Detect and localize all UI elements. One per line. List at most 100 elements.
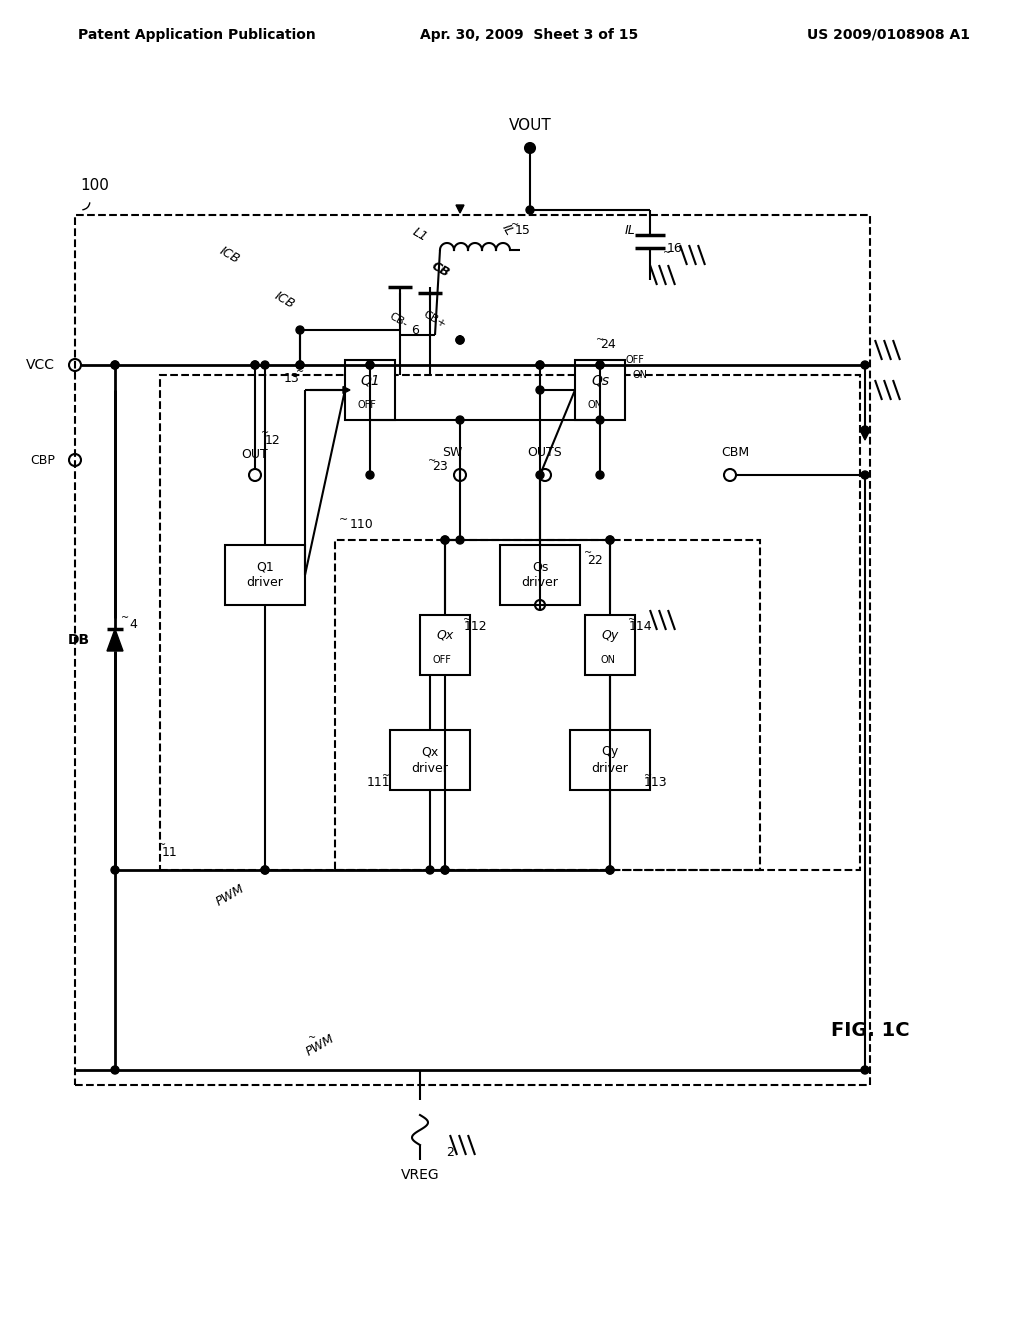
Text: Qy: Qy [601, 628, 618, 642]
Text: ~: ~ [338, 515, 347, 525]
Circle shape [456, 536, 464, 544]
Circle shape [606, 536, 614, 544]
Text: PWM: PWM [213, 882, 247, 908]
Circle shape [596, 360, 604, 370]
Circle shape [251, 360, 259, 370]
Text: ~: ~ [382, 771, 390, 781]
Text: ~: ~ [308, 1034, 316, 1043]
Text: Qx: Qx [436, 628, 454, 642]
Text: ~: ~ [121, 612, 129, 623]
Bar [585, 615, 635, 675]
Text: CBP: CBP [30, 454, 55, 466]
Text: Qs: Qs [531, 561, 548, 573]
Text: Q1: Q1 [360, 374, 380, 387]
Text: Patent Application Publication: Patent Application Publication [78, 28, 315, 42]
Text: Q1: Q1 [256, 561, 273, 573]
Circle shape [456, 337, 464, 345]
Text: 110: 110 [350, 519, 374, 532]
Text: L1: L1 [411, 226, 430, 244]
Circle shape [536, 360, 544, 370]
Text: 100: 100 [80, 177, 109, 193]
Text: 112: 112 [463, 620, 486, 634]
Bar [500, 545, 580, 605]
Text: 15: 15 [515, 223, 530, 236]
Bar [390, 730, 470, 789]
Text: 114: 114 [628, 620, 652, 634]
Circle shape [441, 866, 449, 874]
Text: 23: 23 [432, 461, 447, 474]
Text: SW: SW [441, 446, 462, 459]
Polygon shape [860, 430, 870, 440]
Polygon shape [106, 630, 123, 651]
Circle shape [111, 360, 119, 370]
Bar [570, 730, 650, 789]
Text: ~: ~ [663, 248, 671, 257]
Circle shape [456, 337, 464, 345]
Circle shape [251, 360, 259, 370]
Text: ~: ~ [644, 771, 652, 781]
Circle shape [596, 360, 604, 370]
Circle shape [296, 360, 304, 370]
Text: VCC: VCC [26, 358, 55, 372]
Text: 113: 113 [643, 776, 667, 788]
Text: 111: 111 [367, 776, 390, 788]
Circle shape [456, 416, 464, 424]
Text: PWM: PWM [303, 1032, 337, 1059]
Text: ~: ~ [628, 615, 636, 624]
Circle shape [426, 866, 434, 874]
Text: US 2009/0108908 A1: US 2009/0108908 A1 [807, 28, 970, 42]
Circle shape [111, 360, 119, 370]
Text: ~: ~ [158, 840, 166, 850]
Circle shape [606, 866, 614, 874]
Circle shape [261, 866, 269, 874]
Text: ICB: ICB [218, 244, 243, 265]
Circle shape [366, 360, 374, 370]
Circle shape [296, 326, 304, 334]
Text: 13: 13 [284, 371, 300, 384]
Text: OUT: OUT [242, 449, 268, 462]
Text: 11: 11 [162, 846, 178, 858]
Text: driver: driver [592, 762, 629, 775]
Circle shape [111, 1067, 119, 1074]
Text: 12: 12 [265, 433, 281, 446]
Circle shape [596, 416, 604, 424]
Text: CB+: CB+ [422, 309, 449, 330]
Text: FIG. 1C: FIG. 1C [830, 1020, 909, 1040]
Text: ON: ON [588, 400, 602, 411]
Text: driver: driver [521, 577, 558, 590]
Text: 6: 6 [411, 323, 419, 337]
Circle shape [441, 866, 449, 874]
Circle shape [261, 360, 269, 370]
Circle shape [441, 536, 449, 544]
Text: IL: IL [625, 223, 635, 236]
Text: ON: ON [600, 655, 615, 665]
Text: 2: 2 [446, 1146, 454, 1159]
Circle shape [861, 360, 869, 370]
Bar [335, 540, 760, 870]
Bar [345, 360, 395, 420]
Text: Qs: Qs [591, 374, 609, 387]
Text: Qx: Qx [421, 746, 438, 759]
Polygon shape [456, 205, 464, 213]
Text: ~: ~ [261, 428, 269, 438]
Text: driver: driver [412, 762, 449, 775]
Circle shape [536, 471, 544, 479]
Text: VOUT: VOUT [509, 117, 551, 132]
Text: 24: 24 [600, 338, 615, 351]
Text: DB: DB [68, 634, 90, 647]
Text: 16: 16 [667, 242, 683, 255]
Text: ~: ~ [296, 367, 304, 378]
Circle shape [111, 866, 119, 874]
Circle shape [606, 536, 614, 544]
Circle shape [441, 536, 449, 544]
Circle shape [606, 866, 614, 874]
Text: IL: IL [499, 222, 515, 238]
Circle shape [526, 144, 534, 152]
Text: OUTS: OUTS [527, 446, 562, 459]
Bar [420, 615, 470, 675]
Bar [575, 360, 625, 420]
Circle shape [596, 471, 604, 479]
Text: ON: ON [633, 370, 647, 380]
Text: Qy: Qy [601, 746, 618, 759]
Text: 22: 22 [587, 553, 603, 566]
